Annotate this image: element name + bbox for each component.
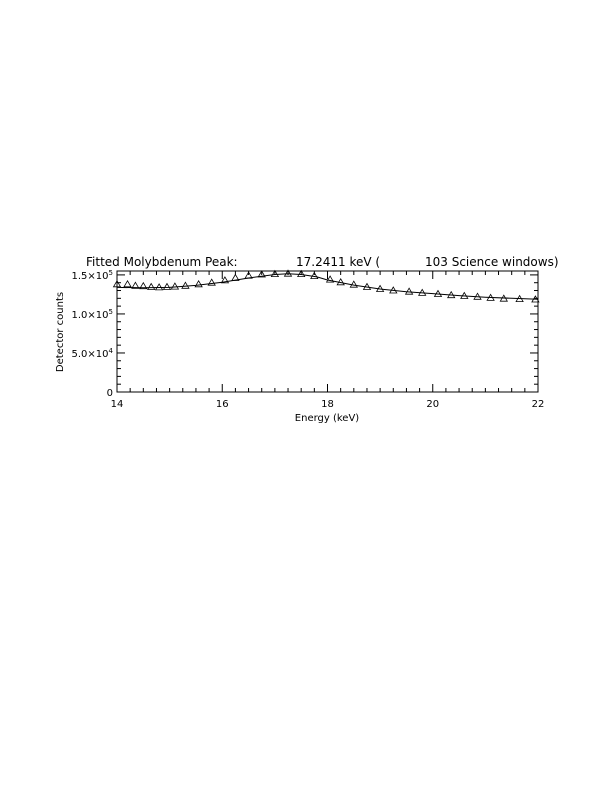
data-point	[181, 281, 190, 289]
y-tick-mantissa: 1.0×10	[72, 310, 109, 321]
data-point	[499, 294, 508, 302]
data-point	[473, 292, 482, 300]
data-point	[297, 269, 306, 278]
data-point	[325, 275, 335, 283]
data-point	[447, 290, 456, 299]
data-point	[139, 281, 148, 290]
data-point	[257, 270, 266, 278]
data-point	[418, 288, 427, 296]
chart-title-energy: 17.2411 keV (	[296, 255, 380, 269]
data-point	[336, 278, 345, 286]
y-tick-mantissa: 1.5×10	[72, 271, 109, 282]
y-tick-exponent: 4	[109, 347, 114, 355]
x-tick-label: 18	[321, 399, 334, 410]
data-point	[283, 269, 293, 277]
chart-title-label: Fitted Molybdenum Peak:	[86, 255, 238, 269]
x-tick-label: 20	[426, 399, 439, 410]
data-point	[310, 271, 319, 280]
data-point	[147, 282, 156, 290]
data-point	[433, 289, 443, 297]
data-point	[207, 278, 216, 286]
data-point	[123, 280, 132, 288]
y-tick-label: 1.0×105	[72, 308, 113, 321]
y-tick-label: 5.0×104	[72, 347, 114, 360]
x-tick-label: 16	[216, 399, 229, 410]
y-tick-mantissa: 5.0×10	[72, 349, 109, 360]
data-point	[404, 287, 414, 295]
chart-title-windows: 103 Science windows)	[425, 255, 559, 269]
x-axis-label: Energy (keV)	[295, 413, 360, 424]
x-tick-label: 22	[532, 399, 545, 410]
data-point	[349, 280, 358, 288]
y-tick-exponent: 5	[109, 308, 113, 316]
data-point	[270, 269, 280, 278]
data-point	[231, 273, 240, 281]
data-point	[515, 294, 524, 303]
data-point	[162, 282, 172, 290]
y-tick-label: 0	[107, 388, 113, 399]
data-point	[362, 282, 372, 290]
data-point	[194, 280, 203, 288]
data-point	[131, 281, 140, 289]
data-point	[460, 291, 469, 299]
data-point	[375, 284, 385, 292]
x-tick-label: 14	[111, 399, 124, 410]
data-point	[531, 295, 540, 303]
y-tick-exponent: 5	[109, 269, 113, 277]
y-axis-label: Detector counts	[55, 292, 66, 372]
data-point	[486, 293, 495, 301]
y-tick-mantissa: 0	[107, 388, 113, 399]
data-point	[244, 271, 253, 279]
plot-frame	[116, 270, 539, 393]
data-point	[170, 282, 180, 290]
data-point	[389, 286, 398, 294]
data-point	[154, 283, 164, 291]
data-point	[112, 280, 122, 288]
data-point	[220, 276, 230, 284]
y-tick-label: 1.5×105	[72, 269, 113, 282]
